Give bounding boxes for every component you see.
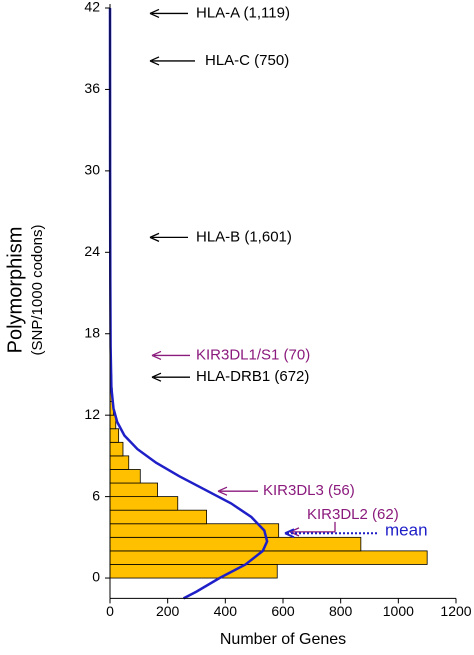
x-axis-label: Number of Genes [220,631,346,648]
bar [109,509,207,525]
annotation-label: mean [385,521,428,540]
annotation-label: HLA-C (750) [205,52,289,69]
arrow-head [149,56,160,66]
bar [109,482,158,498]
bar [109,469,141,484]
x-tick-label: 600 [271,603,295,619]
bar [109,536,362,552]
y-tick-label: 24 [84,243,100,259]
bar [109,523,280,538]
arrow-head [149,8,160,19]
x-tick-label: 800 [329,603,353,619]
bar [109,550,428,565]
x-tick-label: 400 [214,603,238,619]
bar [109,496,179,511]
annotation-label: KIR3DL3 (56) [263,482,355,499]
annotation-label: KIR3DL2 (62) [307,506,399,523]
x-tick-label: 0 [106,603,114,619]
annotation-label: HLA-A (1,119) [196,4,290,21]
y-tick-label: 18 [84,324,100,340]
arrow-head [151,350,162,361]
annotation-label: KIR3DL1/S1 (70) [196,346,310,363]
x-tick-label: 1000 [383,603,414,619]
y-axis-label: Polymorphism [4,227,26,354]
annotation-label: HLA-B (1,601) [196,228,292,245]
bar [109,441,124,457]
annotation-label: HLA-DRB1 (672) [196,368,309,385]
y-tick-label: 42 [84,0,100,15]
bar [109,564,278,579]
y-tick-label: 6 [92,487,100,503]
arrow-head [284,528,295,539]
y-tick-label: 36 [84,80,100,96]
bar [109,455,130,470]
arrow-head [151,372,162,382]
x-tick-label: 200 [156,603,180,619]
y-tick-label: 0 [92,569,100,585]
y-axis-sublabel: (SNP/1000 codons) [29,225,46,356]
arrow-head [149,232,160,242]
x-tick-label: 1200 [440,603,471,619]
y-tick-label: 12 [84,406,100,422]
arrow-head [217,486,228,496]
bar [109,428,120,443]
density-curve [108,7,269,600]
y-tick-label: 30 [84,162,100,178]
